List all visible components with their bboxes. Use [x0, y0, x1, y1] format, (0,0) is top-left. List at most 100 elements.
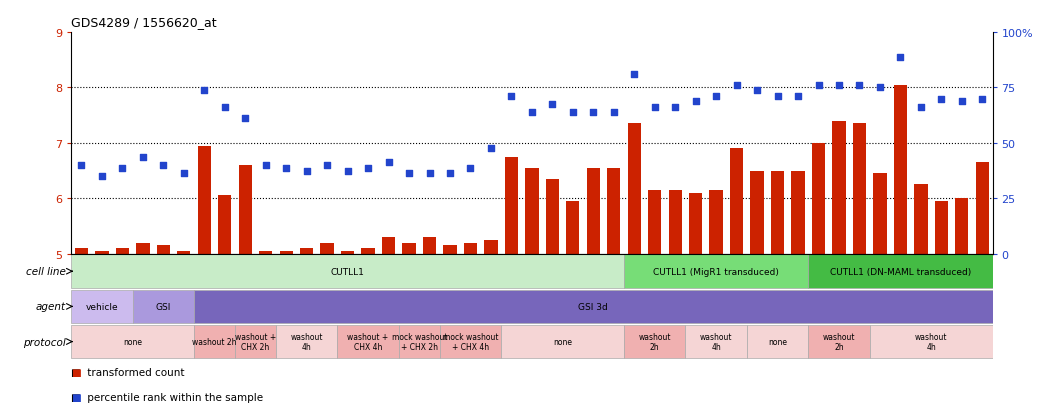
Bar: [136, 243, 150, 254]
Bar: [627, 124, 641, 254]
Bar: [74, 249, 88, 254]
Bar: [71, 325, 194, 358]
Text: none: none: [553, 337, 572, 346]
Text: washout +
CHX 4h: washout + CHX 4h: [348, 332, 388, 351]
Point: [421, 171, 438, 177]
Point: [667, 104, 684, 111]
Point: [626, 71, 643, 78]
Point: [298, 168, 315, 174]
Point: [155, 162, 172, 169]
Point: [237, 115, 253, 122]
Bar: [505, 157, 518, 254]
Text: ■  transformed count: ■ transformed count: [71, 368, 184, 377]
Bar: [464, 243, 477, 254]
Text: washout
2h: washout 2h: [823, 332, 855, 351]
Point: [933, 96, 950, 103]
Point: [830, 82, 847, 89]
Point: [503, 93, 519, 100]
Bar: [853, 124, 866, 254]
Bar: [870, 325, 993, 358]
Point: [585, 110, 602, 116]
Point: [380, 159, 397, 166]
Bar: [730, 149, 743, 254]
Bar: [259, 251, 272, 254]
Point: [462, 165, 478, 172]
Bar: [361, 249, 375, 254]
Point: [176, 171, 193, 177]
Text: GSI: GSI: [156, 302, 171, 311]
Text: ■: ■: [71, 368, 81, 377]
Bar: [545, 179, 559, 254]
Bar: [440, 325, 502, 358]
Point: [605, 110, 622, 116]
Point: [646, 104, 663, 111]
Bar: [157, 246, 170, 254]
Bar: [624, 255, 808, 288]
Text: washout
4h: washout 4h: [699, 332, 733, 351]
Text: agent: agent: [36, 301, 66, 312]
Bar: [808, 255, 993, 288]
Bar: [235, 325, 276, 358]
Bar: [669, 190, 682, 254]
Bar: [832, 121, 846, 254]
Point: [483, 146, 499, 152]
Bar: [194, 325, 235, 358]
Bar: [894, 85, 907, 254]
Text: washout
4h: washout 4h: [290, 332, 322, 351]
Bar: [485, 240, 497, 254]
Bar: [624, 325, 686, 358]
Point: [401, 171, 418, 177]
Bar: [811, 143, 825, 254]
Point: [708, 93, 725, 100]
Text: cell line: cell line: [26, 266, 66, 277]
Text: CUTLL1 (DN-MAML transduced): CUTLL1 (DN-MAML transduced): [830, 267, 971, 276]
Point: [277, 165, 294, 172]
Text: vehicle: vehicle: [86, 302, 118, 311]
Bar: [747, 325, 808, 358]
Point: [73, 162, 90, 169]
Text: mock washout
+ CHX 4h: mock washout + CHX 4h: [443, 332, 498, 351]
Text: ■: ■: [71, 392, 81, 402]
Bar: [194, 290, 993, 323]
Bar: [689, 193, 703, 254]
Bar: [976, 163, 989, 254]
Bar: [300, 249, 313, 254]
Bar: [177, 251, 191, 254]
Point: [134, 154, 151, 161]
Bar: [239, 166, 252, 254]
Text: CUTLL1 (MigR1 transduced): CUTLL1 (MigR1 transduced): [653, 267, 779, 276]
Point: [339, 168, 356, 174]
Point: [442, 171, 459, 177]
Text: washout 2h: washout 2h: [193, 337, 237, 346]
Text: washout
4h: washout 4h: [915, 332, 948, 351]
Bar: [382, 237, 395, 254]
Bar: [686, 325, 747, 358]
Bar: [792, 171, 805, 254]
Bar: [607, 169, 621, 254]
Bar: [280, 251, 293, 254]
Bar: [648, 190, 662, 254]
Bar: [771, 171, 784, 254]
Text: GDS4289 / 1556620_at: GDS4289 / 1556620_at: [71, 16, 217, 29]
Point: [524, 110, 540, 116]
Point: [789, 93, 806, 100]
Bar: [955, 199, 968, 254]
Bar: [133, 290, 194, 323]
Bar: [423, 237, 437, 254]
Bar: [586, 169, 600, 254]
Bar: [95, 251, 109, 254]
Point: [729, 82, 745, 89]
Point: [196, 88, 213, 94]
Bar: [502, 325, 624, 358]
Bar: [935, 202, 948, 254]
Bar: [320, 243, 334, 254]
Text: washout
2h: washout 2h: [639, 332, 671, 351]
Bar: [337, 325, 399, 358]
Point: [217, 104, 233, 111]
Bar: [276, 325, 337, 358]
Point: [770, 93, 786, 100]
Text: mock washout
+ CHX 2h: mock washout + CHX 2h: [392, 332, 447, 351]
Bar: [218, 196, 231, 254]
Point: [851, 82, 868, 89]
Bar: [71, 290, 133, 323]
